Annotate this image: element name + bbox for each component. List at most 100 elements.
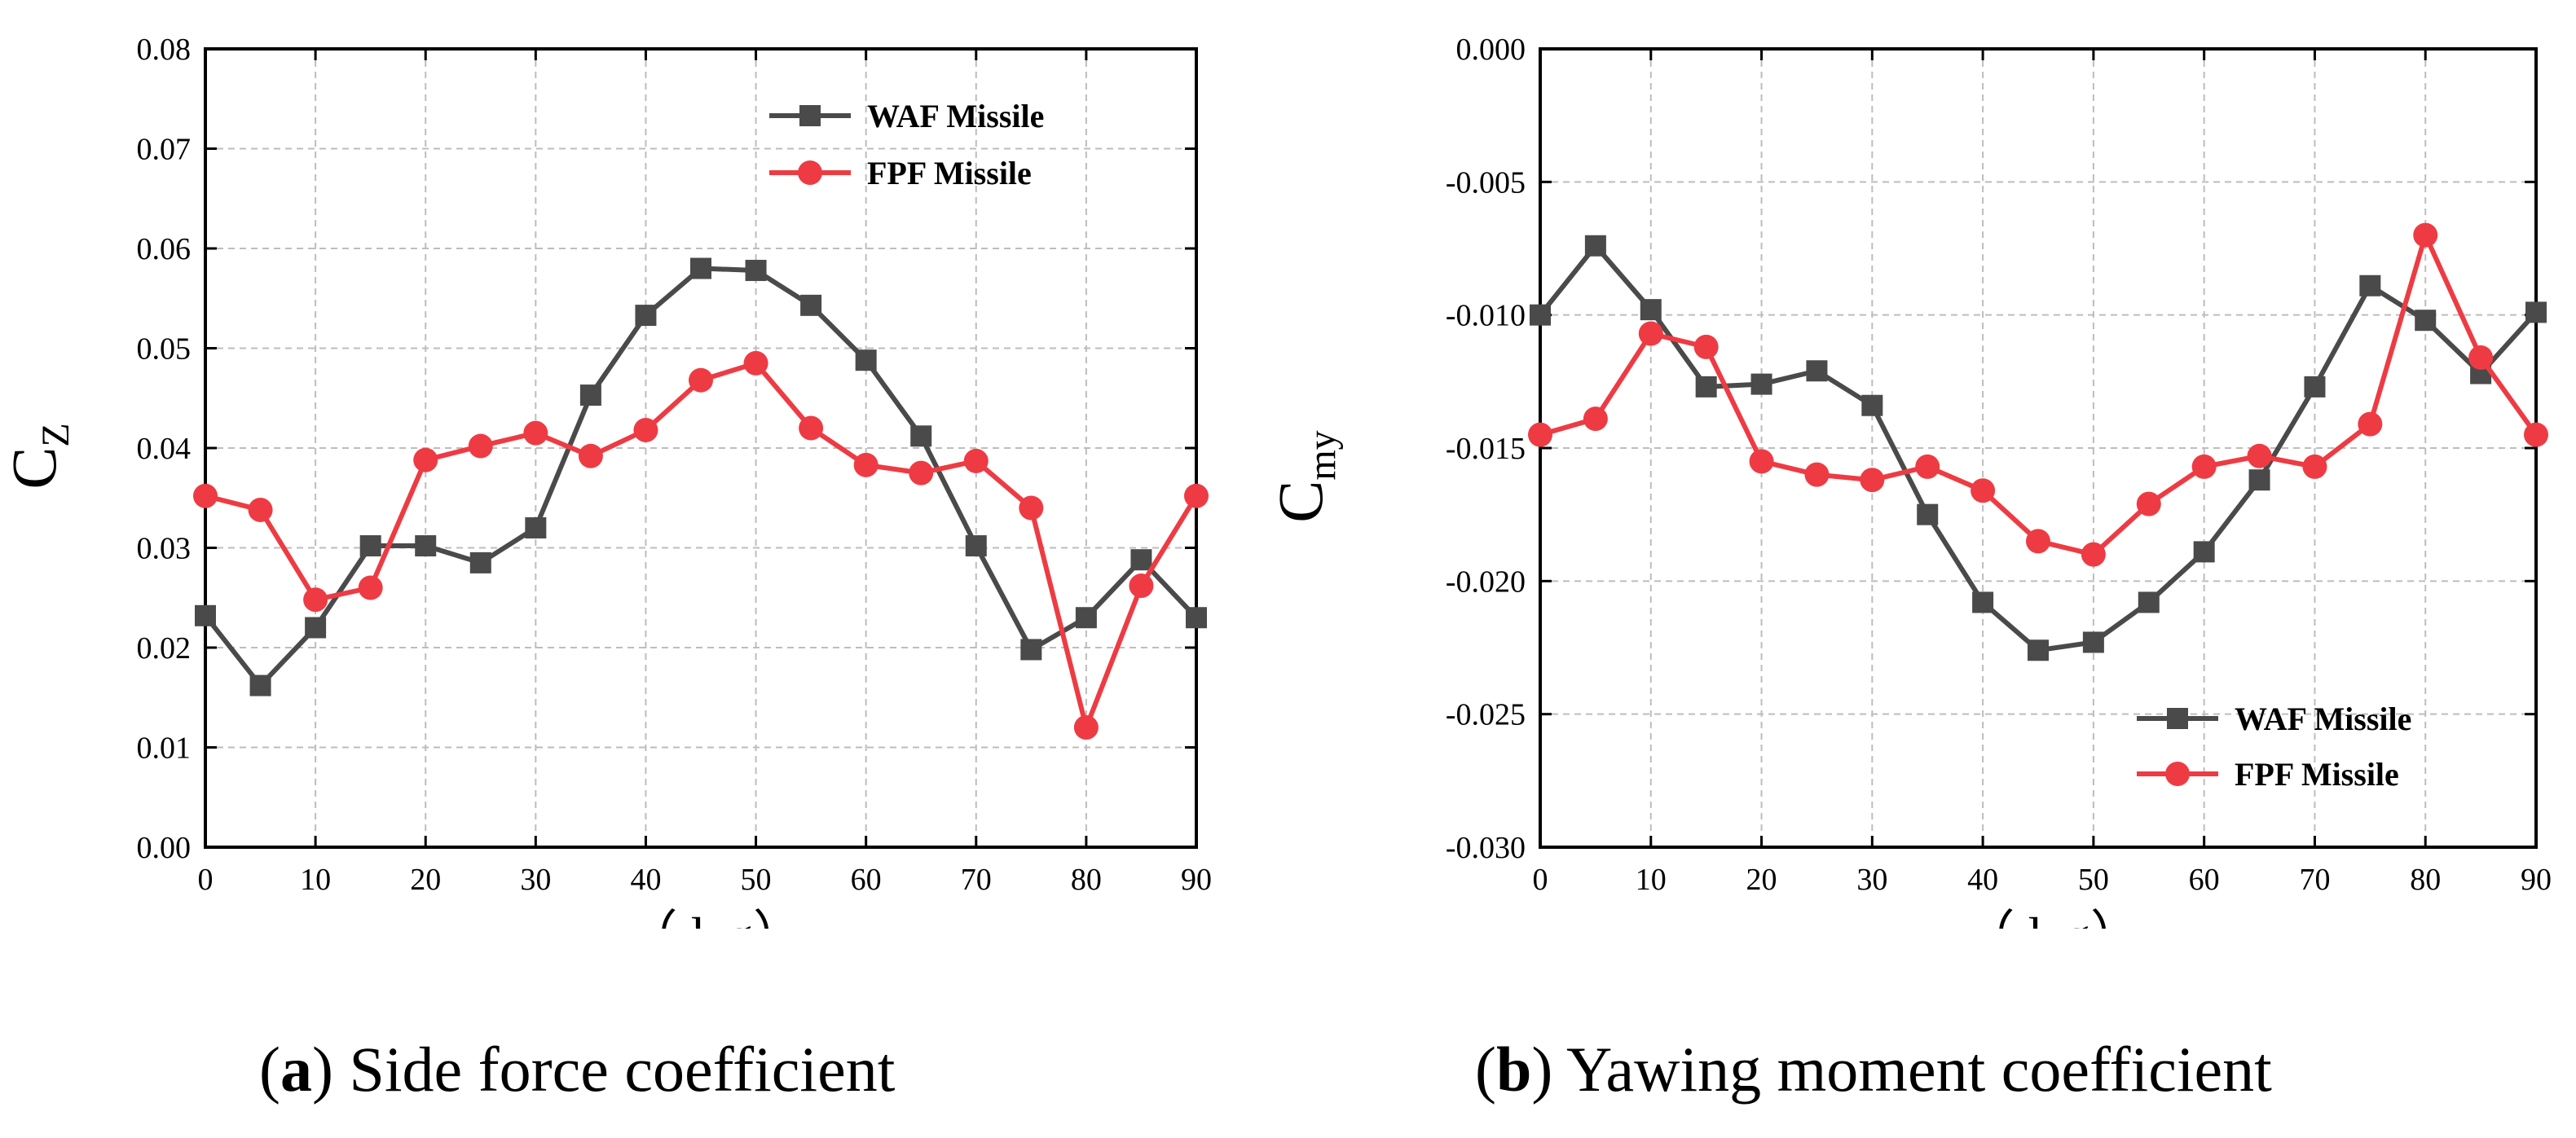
x-axis-title: φ（deg） xyxy=(597,907,805,929)
data-point-circle xyxy=(853,452,878,477)
data-point-square xyxy=(305,617,327,639)
data-point-circle xyxy=(1860,468,1885,493)
series-waf-missile xyxy=(1530,235,2547,661)
legend: WAF Missile FPF Missile xyxy=(2137,701,2411,793)
x-axis-symbol: φ xyxy=(597,907,625,929)
data-point-circle xyxy=(799,415,824,441)
charts-canvas: 0.00 0.01 0.02 0.03 0.04 0.05 0.06 0.07 0.08 0 10 2… xyxy=(0,33,2552,964)
x-tick-label: 80 xyxy=(1071,863,1102,897)
data-point-circle xyxy=(2358,411,2383,437)
chart-panel-b: -0.030 -0.025 -0.020 -0.015 -0.010 -0.005 0.00… xyxy=(1265,33,2552,964)
data-point-square xyxy=(1972,591,1994,613)
y-axis-subscript: Z xyxy=(34,423,77,446)
data-point-square xyxy=(195,604,216,626)
data-point-circle xyxy=(2413,222,2438,248)
series-line xyxy=(1539,232,2539,557)
y-tick-label: 0.00 xyxy=(137,831,192,865)
data-point-circle xyxy=(963,448,989,473)
x-axis-symbol: φ xyxy=(1934,907,1962,929)
data-point-circle xyxy=(413,447,438,472)
y-axis-title: CZ xyxy=(0,423,77,489)
x-tick-label: 40 xyxy=(1967,863,1998,897)
series-waf-missile xyxy=(195,257,1207,696)
x-tick-label: 60 xyxy=(2189,863,2220,897)
legend-label: WAF Missile xyxy=(867,98,1044,134)
data-point-square xyxy=(359,535,381,557)
x-axis-unit: （deg） xyxy=(626,907,805,929)
data-point-circle xyxy=(578,443,603,468)
x-axis-unit: （deg） xyxy=(1963,907,2142,929)
x-tick-label: 90 xyxy=(1181,863,1212,897)
data-point-square xyxy=(910,425,932,447)
data-point-square xyxy=(2415,310,2437,332)
y-tick-label: 0.03 xyxy=(137,532,192,566)
y-tick-label: -0.020 xyxy=(1446,565,1526,599)
y-axis-main: C xyxy=(0,447,69,490)
legend-label: FPF Missile xyxy=(867,155,1032,191)
data-point-circle xyxy=(303,587,328,613)
x-tick-label: 10 xyxy=(300,863,331,897)
y-axis-main: C xyxy=(1265,481,1336,523)
y-tick-label: 0.01 xyxy=(137,732,192,766)
legend-label: FPF Missile xyxy=(2235,756,2399,793)
caption-b-tag: b xyxy=(1495,1034,1532,1105)
data-point-circle xyxy=(1915,454,1940,479)
data-point-square xyxy=(1530,304,1551,326)
data-point-circle xyxy=(1638,321,1663,346)
legend-marker-square xyxy=(799,105,821,126)
data-point-square xyxy=(1695,376,1717,398)
data-point-circle xyxy=(248,497,273,522)
data-point-circle xyxy=(1804,462,1830,487)
data-point-square xyxy=(745,259,767,281)
data-point-circle xyxy=(2136,491,2161,516)
x-tick-label: 30 xyxy=(1856,863,1887,897)
y-tick-label: 0.02 xyxy=(137,631,192,666)
x-tick-label: 50 xyxy=(741,863,772,897)
data-point-square xyxy=(1861,394,1883,416)
data-point-circle xyxy=(1129,573,1154,599)
data-point-square xyxy=(2028,639,2049,661)
x-tick-label: 90 xyxy=(2521,863,2552,897)
data-point-square xyxy=(2138,591,2160,613)
data-point-square xyxy=(2193,541,2215,563)
data-point-square xyxy=(800,294,822,316)
y-tick-label: 0.06 xyxy=(137,232,192,266)
x-tick-label: 40 xyxy=(630,863,661,897)
series-fpf-missile xyxy=(1528,222,2548,567)
x-tick-label: 60 xyxy=(851,863,882,897)
x-tick-label: 70 xyxy=(2299,863,2330,897)
data-point-circle xyxy=(689,367,713,393)
chart-panel-a: 0.00 0.01 0.02 0.03 0.04 0.05 0.06 0.07 0.08 0 10 2… xyxy=(0,33,1212,964)
x-tick-label: 50 xyxy=(2078,863,2109,897)
data-point-circle xyxy=(1184,483,1209,508)
data-point-square xyxy=(2304,376,2326,398)
y-tick-label: -0.010 xyxy=(1446,299,1526,333)
y-tick-label: -0.015 xyxy=(1446,432,1526,466)
data-point-square xyxy=(1020,639,1042,661)
data-point-square xyxy=(525,517,547,538)
x-tick-label: 30 xyxy=(520,863,551,897)
data-point-circle xyxy=(2026,529,2050,554)
data-point-square xyxy=(469,551,491,573)
data-point-circle xyxy=(1749,449,1774,474)
caption-b-text: Yawing moment coefficient xyxy=(1565,1034,2272,1105)
data-point-circle xyxy=(633,417,658,442)
data-point-square xyxy=(2248,469,2270,491)
data-point-circle xyxy=(743,350,768,376)
legend-label: WAF Missile xyxy=(2235,701,2411,737)
legend-marker-circle xyxy=(798,160,822,185)
x-tick-label: 20 xyxy=(1746,863,1777,897)
data-point-circle xyxy=(2468,345,2494,370)
data-point-circle xyxy=(1693,334,1719,359)
y-tick-label: -0.005 xyxy=(1446,165,1526,200)
data-point-square xyxy=(415,535,437,557)
legend-marker-square xyxy=(2167,708,2188,729)
x-tick-label: 20 xyxy=(410,863,441,897)
data-point-circle xyxy=(358,575,383,600)
data-point-square xyxy=(579,384,601,406)
y-tick-label: 0.05 xyxy=(137,332,192,367)
series-line xyxy=(203,266,1199,688)
data-point-square xyxy=(690,257,711,279)
data-point-square xyxy=(2359,275,2381,297)
